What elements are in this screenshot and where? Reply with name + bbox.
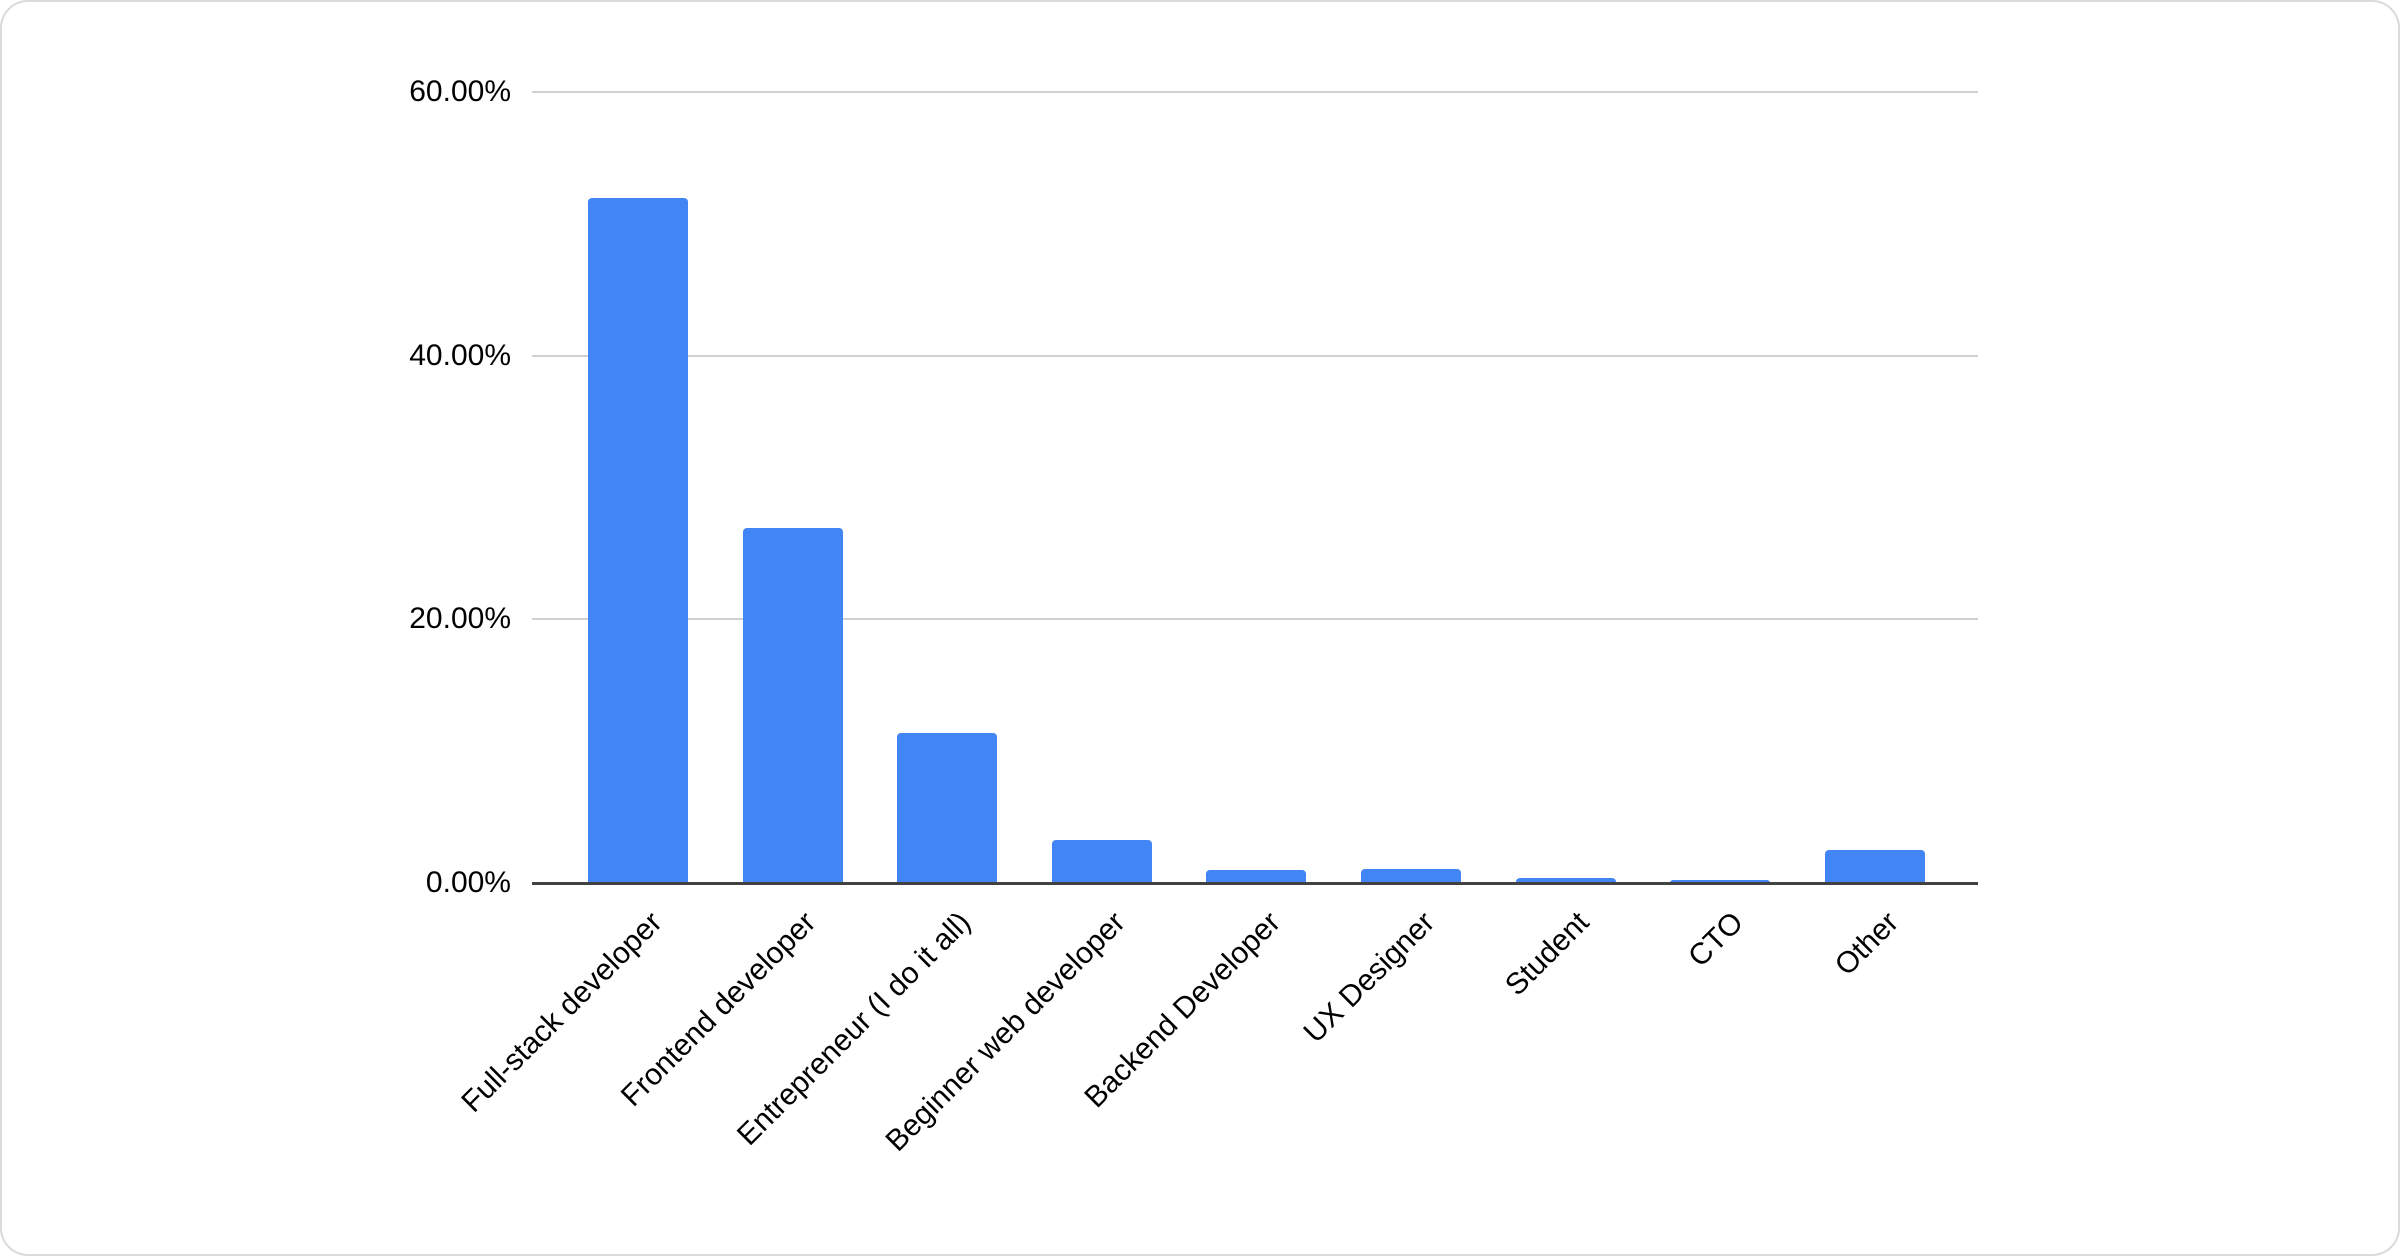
y-tick-label: 20.00% [409,602,511,636]
y-tick-label: 0.00% [425,866,511,899]
bar-frontend-developer[interactable] [742,528,843,883]
bar-cto[interactable] [1670,880,1771,883]
bar-student[interactable] [1515,877,1616,883]
x-tick-label-student: Student [1499,905,1596,1003]
bar-other[interactable] [1824,850,1925,883]
bar-backend-developer[interactable] [1206,869,1307,883]
bar-beginner-web-developer[interactable] [1051,839,1152,883]
y-tick-label: 40.00% [409,338,511,372]
gridline-40pct [532,354,1978,357]
x-tick-label-other: Other [1828,905,1905,983]
y-tick-label: 60.00% [409,75,511,109]
gridline-20pct [532,618,1978,621]
bar-full-stack-developer[interactable] [588,197,688,883]
gridline-60pct [532,91,1978,94]
bar-ux-designer[interactable] [1361,868,1461,883]
x-axis-line [532,882,1978,885]
bar-entrepreneur-i-do-it-all[interactable] [897,732,998,883]
x-tick-label-ux-designer: UX Designer [1297,905,1442,1050]
x-tick-label-cto: CTO [1682,905,1751,974]
